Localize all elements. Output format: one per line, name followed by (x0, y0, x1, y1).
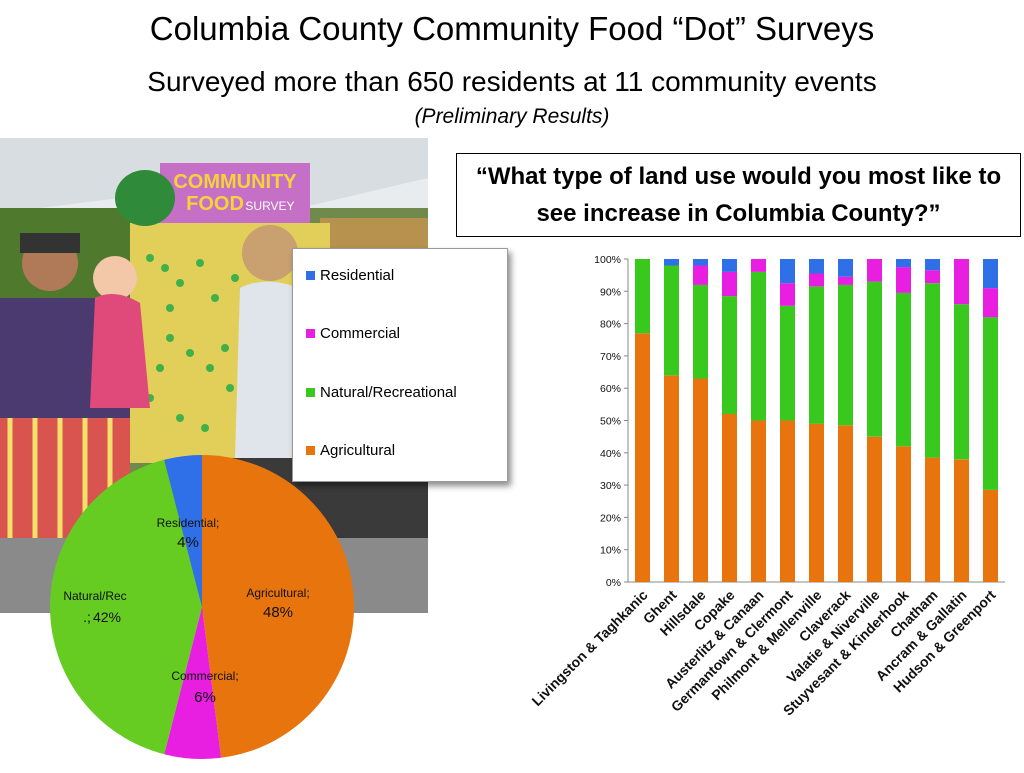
bar-hudson-greenport-natural-recreational (983, 317, 998, 490)
legend-swatch-agricultural (306, 446, 315, 455)
chart-legend: Residential Commercial Natural/Recreatio… (292, 248, 508, 482)
bar-hudson-greenport-residential (983, 259, 998, 289)
bar-chatham-natural-recreational (925, 283, 940, 458)
y-tick-label: 100% (594, 254, 621, 266)
bar-stuyvesant-kinderhook-agricultural (896, 446, 911, 582)
legend-swatch-residential (306, 271, 315, 280)
bar-valatie-niverville-natural-recreational (867, 281, 882, 437)
bar-germantown-clermont-residential (780, 259, 795, 284)
bar-chart-svg: 0% 10% 20% 30% 40% 50% 60% 70% 80% 90% 100% Livings… (528, 254, 1005, 719)
pie-label-residential: Residential; (157, 516, 220, 530)
pie-label-natural-rec-line2: .; (83, 609, 91, 625)
stacked-bar-chart: 0% 10% 20% 30% 40% 50% 60% 70% 80% 90% 100% Livings… (500, 250, 1024, 768)
x-tick-label-livingston-taghkanic: Livingston & Taghkanic (528, 587, 650, 709)
bar-copake-agricultural (722, 414, 737, 582)
pie-chart: Agricultural; 48% Commercial; 6% Natural/Rec… (40, 450, 370, 768)
bar-austerlitz-canaan-agricultural (751, 420, 766, 582)
bar-germantown-clermont-natural-recreational (780, 305, 795, 421)
pie-value-natural-rec: 42% (93, 609, 121, 625)
bar-philmont-mellenville-agricultural (809, 423, 824, 582)
pie-value-residential: 4% (177, 534, 199, 551)
bar-hudson-greenport-commercial (983, 288, 998, 318)
legend-item-commercial: Commercial (306, 325, 400, 342)
bar-livingston-taghkanic-natural-recreational (635, 259, 650, 334)
bar-ghent-natural-recreational (664, 265, 679, 376)
bar-claverack-commercial (838, 276, 853, 285)
pie-slice-natural-rec (50, 459, 203, 755)
y-tick-label: 70% (600, 351, 621, 363)
legend-label-natural: Natural/Recreational (320, 384, 457, 401)
legend-label-residential: Residential (320, 267, 395, 284)
survey-question: “What type of land use would you most li… (456, 153, 1021, 237)
pie-value-commercial: 6% (194, 689, 216, 706)
legend-swatch-natural (306, 388, 315, 397)
pie-slice-residential (164, 455, 202, 607)
legend-swatch-commercial (306, 329, 315, 338)
pie-chart-svg: Agricultural; 48% Commercial; 6% Natural/Rec… (50, 455, 354, 759)
page-subtitle: Surveyed more than 650 residents at 11 c… (147, 66, 877, 97)
preliminary-note: (Preliminary Results) (414, 105, 610, 128)
legend-item-natural: Natural/Recreational (306, 384, 457, 401)
bar-claverack-agricultural (838, 425, 853, 582)
pie-slice-commercial (164, 607, 222, 759)
bar-austerlitz-canaan-commercial (751, 259, 766, 272)
bar-valatie-niverville-agricultural (867, 436, 882, 582)
pie-slice-agricultural (202, 455, 354, 758)
bar-ancram-gallatin-agricultural (954, 459, 969, 582)
bar-copake-residential (722, 259, 737, 272)
legend-item-residential: Residential (306, 267, 394, 284)
banner-line-3: SURVEY (245, 199, 294, 213)
y-tick-label: 80% (600, 319, 621, 331)
pie-value-agricultural: 48% (263, 604, 293, 621)
bar-philmont-mellenville-commercial (809, 273, 824, 287)
bar-ancram-gallatin-natural-recreational (954, 304, 969, 460)
bar-hillsdale-commercial (693, 265, 708, 285)
bar-stuyvesant-kinderhook-residential (896, 259, 911, 268)
bar-ancram-gallatin-commercial (954, 259, 969, 305)
pie-label-natural-rec: Natural/Rec (63, 589, 126, 603)
bar-ghent-agricultural (664, 375, 679, 582)
y-tick-label: 30% (600, 480, 621, 492)
bar-chatham-agricultural (925, 457, 940, 582)
bar-copake-natural-recreational (722, 296, 737, 414)
bar-philmont-mellenville-residential (809, 259, 824, 274)
bar-austerlitz-canaan-natural-recreational (751, 271, 766, 421)
bar-hillsdale-residential (693, 259, 708, 266)
bar-claverack-natural-recreational (838, 284, 853, 426)
bar-chatham-residential (925, 259, 940, 271)
bar-valatie-niverville-commercial (867, 259, 882, 282)
y-tick-label: 90% (600, 286, 621, 298)
bar-stuyvesant-kinderhook-commercial (896, 267, 911, 293)
legend-label-commercial: Commercial (320, 325, 401, 342)
y-tick-label: 20% (600, 512, 621, 524)
bar-germantown-clermont-agricultural (780, 420, 795, 582)
y-tick-label: 40% (600, 448, 621, 460)
y-tick-label: 50% (600, 416, 621, 428)
legend-label-agricultural: Agricultural (320, 442, 396, 459)
pie-label-commercial: Commercial; (171, 669, 238, 683)
bar-stuyvesant-kinderhook-natural-recreational (896, 292, 911, 447)
y-tick-label: 10% (600, 545, 621, 557)
page-title: Columbia County Community Food “Dot” Sur… (149, 10, 875, 47)
legend-item-agricultural: Agricultural (306, 442, 395, 459)
bar-hudson-greenport-agricultural (983, 489, 998, 582)
y-tick-label: 60% (600, 383, 621, 395)
bar-livingston-taghkanic-agricultural (635, 333, 650, 582)
bar-hillsdale-agricultural (693, 378, 708, 582)
bar-claverack-residential (838, 259, 853, 277)
bar-ghent-residential (664, 259, 679, 266)
bar-philmont-mellenville-natural-recreational (809, 286, 824, 424)
pie-label-agricultural: Agricultural; (246, 586, 309, 600)
bar-chatham-commercial (925, 270, 940, 284)
bar-germantown-clermont-commercial (780, 283, 795, 306)
y-tick-label: 0% (606, 577, 621, 589)
banner-line-2: FOOD (186, 193, 244, 215)
banner-line-1: COMMUNITY (173, 171, 297, 193)
bar-copake-commercial (722, 271, 737, 297)
bar-hillsdale-natural-recreational (693, 284, 708, 379)
